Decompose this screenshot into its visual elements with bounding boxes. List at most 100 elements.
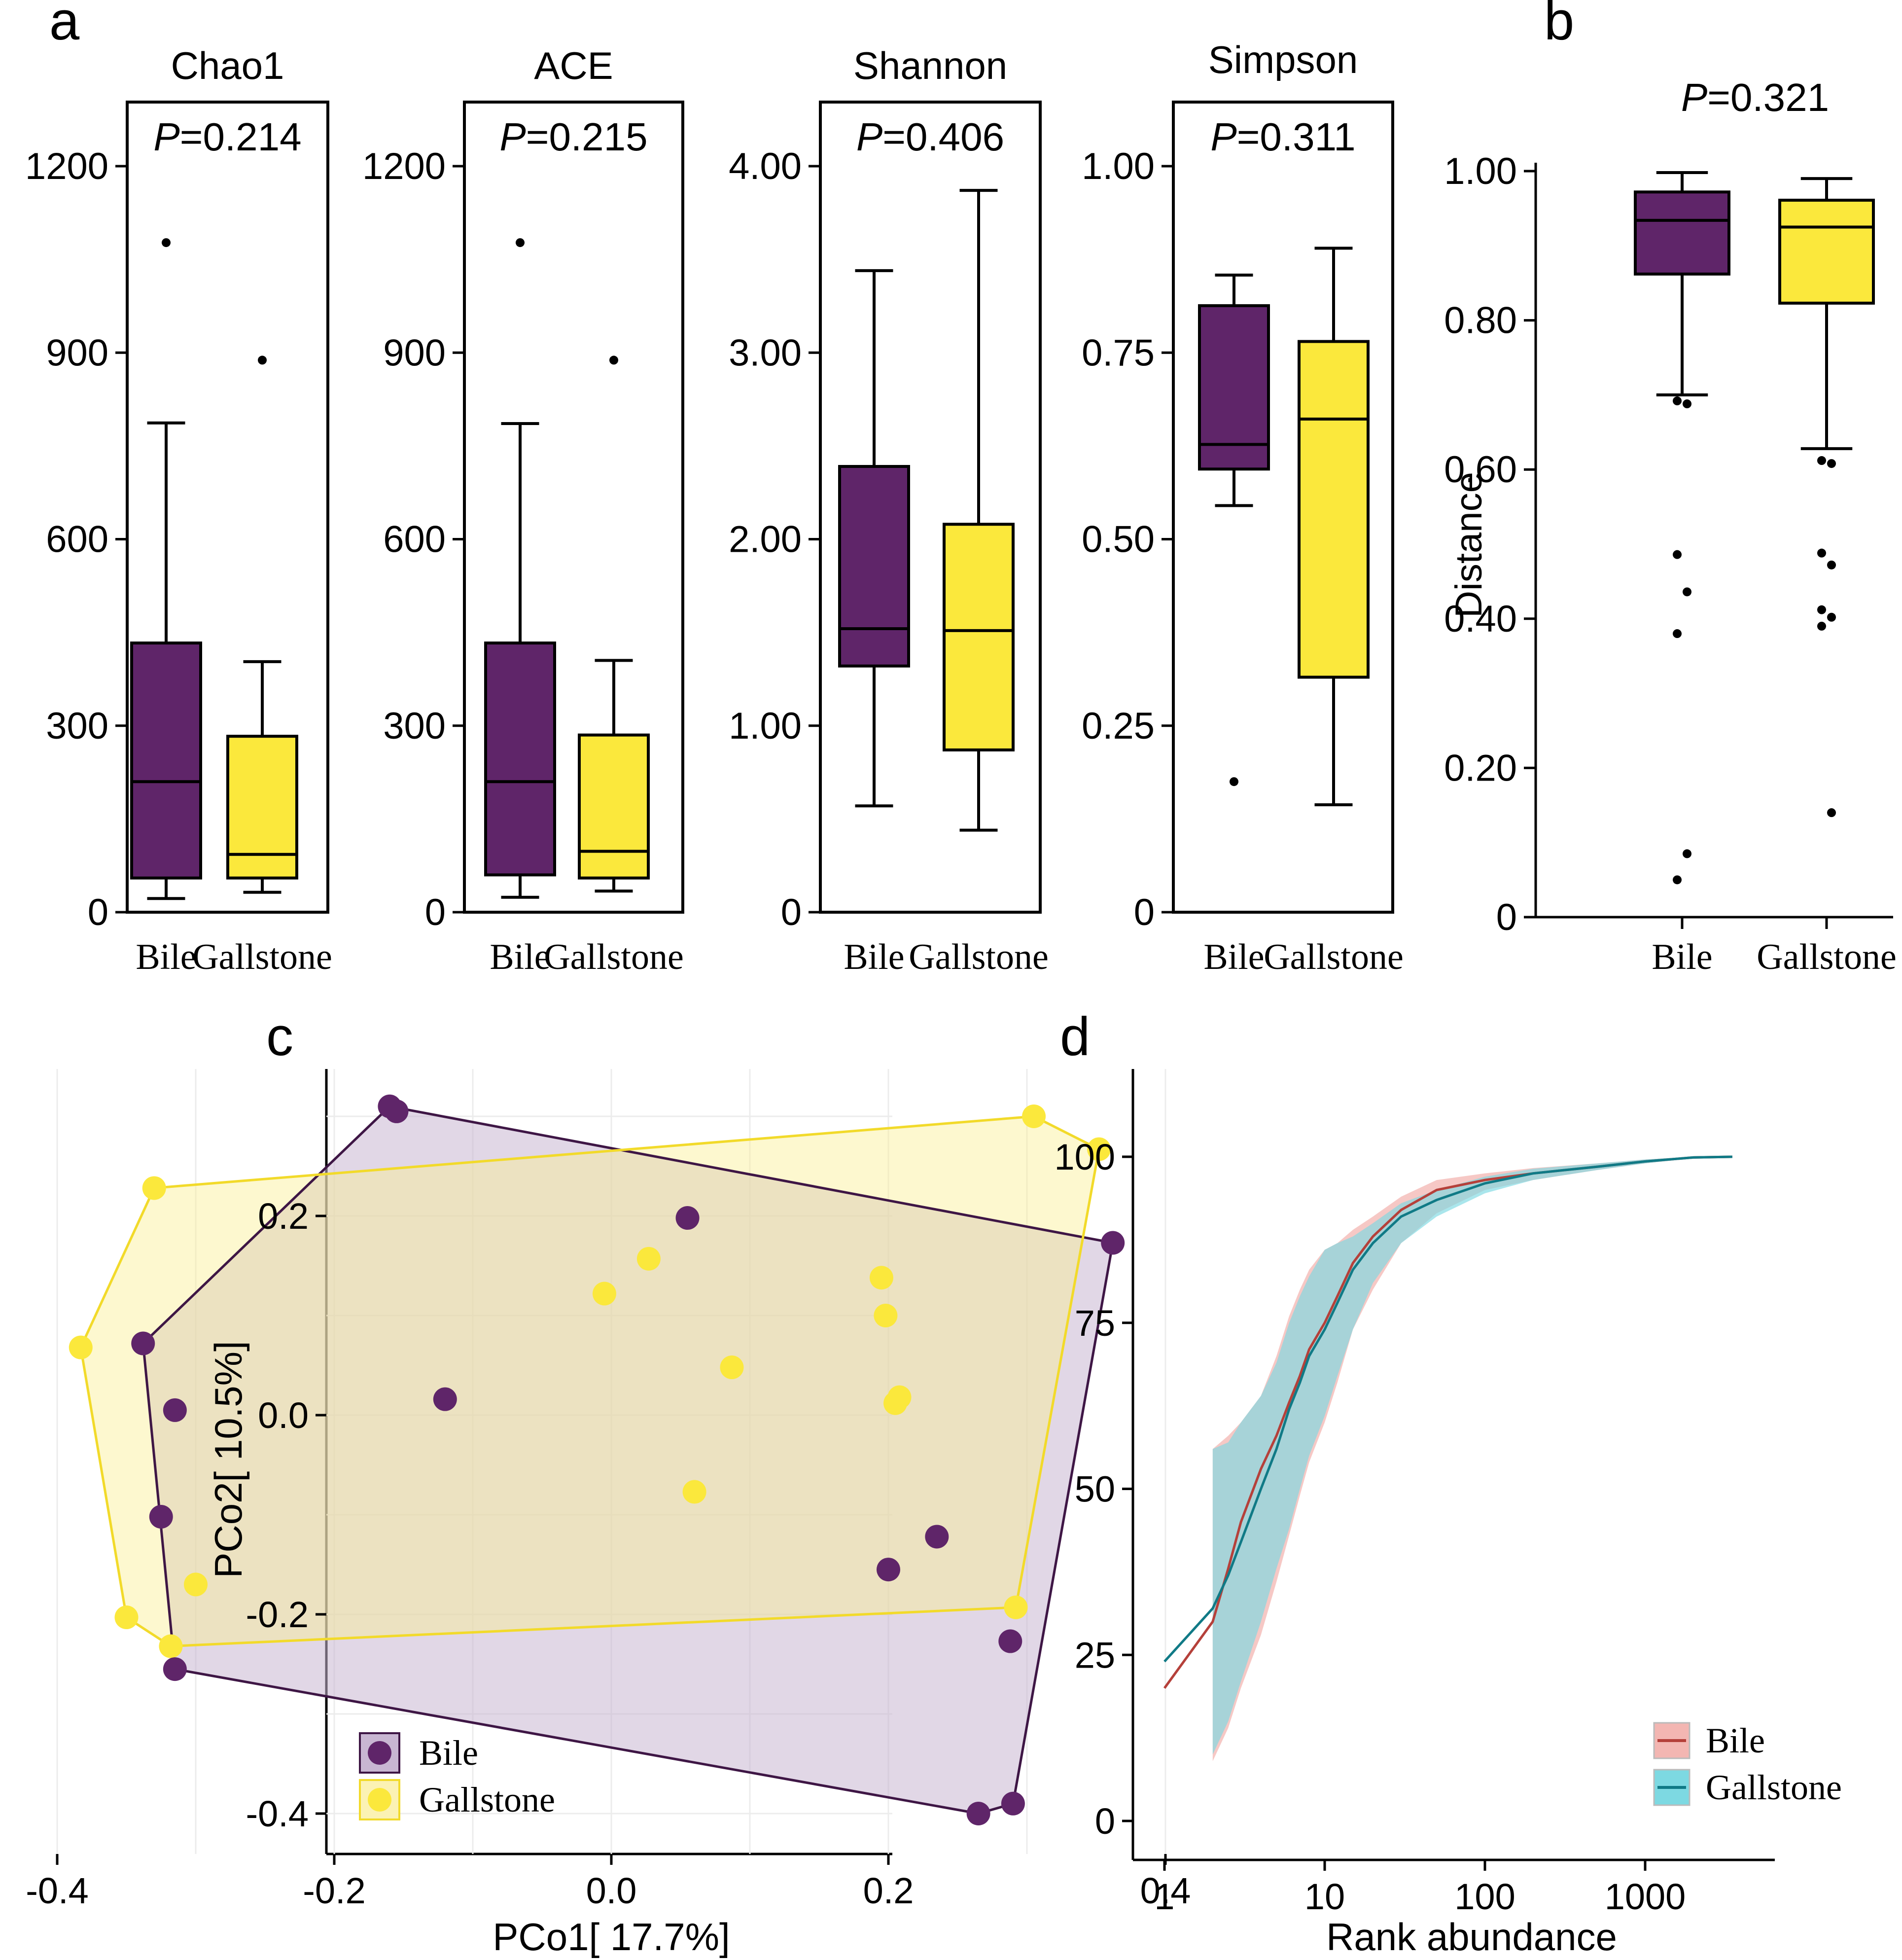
category-label-bile: Bile: [490, 937, 550, 977]
y-tick-label: 0.50: [1082, 519, 1155, 561]
gallstone-point: [874, 1304, 898, 1327]
category-label-bile: Bile: [136, 937, 196, 977]
y-tick-label: 600: [46, 519, 108, 561]
gallstone-outlier-point: [609, 356, 618, 365]
gallstone-outlier-point: [1827, 808, 1836, 818]
y-axis-title: PCo2[ 10.5%]: [207, 1341, 250, 1578]
gallstone-point: [159, 1634, 183, 1658]
simpson-boxplot: Simpson P=0.311 0 0.25 0.50 0.75 1.00 BileGalls…: [1082, 38, 1404, 977]
category-label-bile: Bile: [1203, 937, 1264, 977]
gallstone-box: [1298, 340, 1370, 679]
x-tick-label: -0.2: [303, 1870, 366, 1911]
bile-outlier-point: [1673, 875, 1682, 885]
gallstone-outlier-point: [1827, 459, 1836, 468]
bile-outlier-point: [162, 238, 171, 248]
p-value-number: =0.214: [180, 115, 302, 159]
y-tick-label: 0.25: [1082, 705, 1155, 747]
bile-point: [163, 1657, 187, 1681]
x-tick-label: 0.0: [586, 1870, 637, 1911]
y-tick-label: 75: [1075, 1303, 1115, 1344]
y-tick-label: 3.00: [729, 332, 802, 374]
gallstone-outlier-point: [1817, 548, 1826, 558]
y-tick-label: 300: [46, 705, 108, 747]
x-tick-label: 100: [1454, 1876, 1515, 1917]
gallstone-point: [184, 1572, 208, 1597]
x-tick-label: -0.4: [26, 1870, 89, 1911]
panel-letter-b: b: [1544, 0, 1574, 51]
gallstone-box: [943, 523, 1015, 751]
y-tick-label: 0.80: [1444, 300, 1517, 342]
bile-point: [675, 1206, 700, 1230]
panel-title: Simpson: [1208, 38, 1358, 81]
y-tick-label: 600: [383, 519, 446, 561]
distance-boxplot: P=0.321 0 0.20 0.40 0.60 0.80 1.00 Bile Gallston…: [1444, 75, 1897, 977]
legend-label-bile: Bile: [1706, 1721, 1765, 1760]
panel-letter-c: c: [266, 1006, 293, 1067]
bile-point: [433, 1387, 457, 1411]
x-tick-label: 10: [1304, 1876, 1345, 1917]
y-tick-label: 0.20: [1444, 747, 1517, 789]
plot-frame: [463, 101, 684, 914]
p-value-number: =0.311: [1237, 115, 1356, 159]
gallstone-outlier-point: [1827, 612, 1836, 622]
panel-title: Chao1: [171, 44, 284, 87]
plot-frame: [126, 101, 329, 914]
gallstone-point: [114, 1605, 139, 1630]
bile-point: [385, 1099, 409, 1123]
gallstone-outlier-point: [1817, 605, 1826, 614]
pcoa-scatter: -0.4 -0.2 0.0 0.2 0.4 -0.4 -0.2 0.0 0.2 PCo1[ 17.…: [26, 1069, 1191, 1959]
x-tick-label: 0.2: [863, 1870, 914, 1911]
bile-point: [998, 1629, 1022, 1653]
y-tick-label: 1.00: [1444, 150, 1517, 192]
y-tick-label: 50: [1075, 1469, 1115, 1510]
y-tick-label: 0.2: [258, 1196, 309, 1237]
plot-frame: [819, 101, 1042, 914]
legend-dot-bile: [368, 1741, 391, 1765]
gallstone-box: [226, 735, 298, 880]
shannon-boxplot: Shannon P=0.406 0 1.00 2.00 3.00 4.00 Bile Galls…: [729, 44, 1049, 977]
y-tick-label: 0.40: [1444, 598, 1517, 640]
y-tick-label: 0.0: [258, 1395, 309, 1436]
bile-outlier-point: [1683, 849, 1691, 858]
p-value-label: P=0.311: [1210, 115, 1355, 159]
panel-letter-d: d: [1060, 1006, 1090, 1067]
category-label-bile: Bile: [1652, 937, 1712, 977]
gallstone-point: [1087, 1137, 1111, 1161]
category-label-gallstone: Gallstone: [192, 937, 332, 977]
p-value-prefix: P: [856, 115, 882, 159]
x-axis-title: PCo1[ 17.7%]: [493, 1915, 730, 1959]
gallstone-point: [142, 1176, 166, 1200]
y-tick-label: 0: [781, 891, 802, 933]
bile-point: [966, 1802, 990, 1825]
gallstone-point: [883, 1391, 908, 1415]
y-tick-label: 1.00: [729, 705, 802, 747]
x-tick-label: 0.4: [1140, 1870, 1191, 1911]
p-value-prefix: P: [499, 115, 526, 159]
x-axis-title: Rank abundance: [1326, 1915, 1617, 1959]
y-tick-label: -0.4: [246, 1793, 309, 1834]
gallstone-point: [1022, 1105, 1046, 1128]
legend-label-gallstone: Gallstone: [419, 1780, 555, 1819]
y-tick-label: 0: [1134, 891, 1155, 933]
gallstone-confidence-ribbon: [1212, 1157, 1732, 1755]
gallstone-outlier-point: [1817, 456, 1826, 465]
bile-point: [1001, 1791, 1025, 1816]
bile-point: [163, 1398, 187, 1422]
bile-outlier-point: [1683, 399, 1691, 409]
bile-outlier-point: [516, 238, 525, 248]
bile-outlier-point: [1673, 396, 1682, 406]
p-value-label: P=0.215: [499, 115, 647, 159]
p-value-label: P=0.321: [1681, 75, 1829, 119]
gallstone-point: [69, 1335, 93, 1359]
legend-label-bile: Bile: [419, 1733, 478, 1773]
y-tick-label: 4.00: [729, 145, 802, 187]
panel-title: ACE: [534, 44, 613, 87]
gallstone-point: [1004, 1595, 1028, 1619]
bile-point: [877, 1558, 900, 1582]
bile-point: [1101, 1231, 1125, 1255]
gallstone-hull-outline: [79, 1115, 1100, 1648]
y-tick-label: -0.2: [246, 1594, 309, 1635]
p-value-number: =0.321: [1707, 75, 1829, 119]
